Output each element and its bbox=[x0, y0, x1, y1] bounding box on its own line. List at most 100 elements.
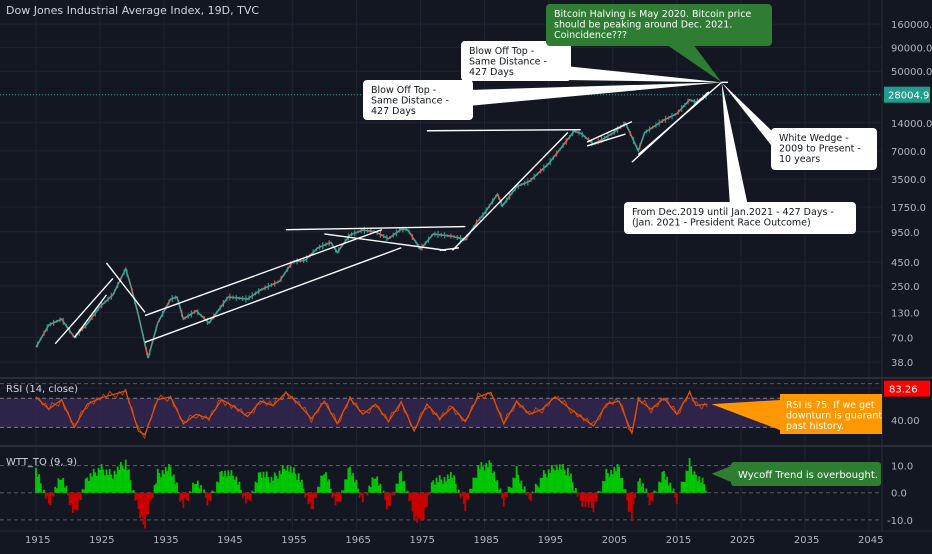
rsi-texture bbox=[387, 400, 402, 423]
rsi-texture bbox=[580, 414, 594, 426]
rsi-texture bbox=[426, 406, 441, 421]
x-axis-label: 2025 bbox=[730, 535, 755, 546]
annotation-text: Blow Off Top - bbox=[469, 46, 534, 57]
rsi-texture bbox=[247, 403, 261, 414]
rsi-texture bbox=[490, 395, 505, 425]
callout-pointer bbox=[721, 82, 748, 206]
rsi-texture bbox=[567, 406, 581, 418]
trendline bbox=[586, 133, 626, 147]
wtt-axis-label: 0.0 bbox=[891, 489, 907, 500]
annotation-callout bbox=[461, 41, 571, 81]
rsi-texture bbox=[336, 396, 351, 425]
x-axis-label: 1945 bbox=[217, 535, 242, 546]
rsi-texture bbox=[663, 398, 678, 415]
rsi-texture bbox=[465, 392, 479, 420]
annotation-text: 2009 to Present - bbox=[779, 144, 861, 155]
rsi-texture bbox=[375, 405, 389, 423]
price-axis-label: 14000.0 bbox=[891, 119, 932, 130]
rsi-texture bbox=[695, 401, 708, 410]
trendline bbox=[637, 81, 723, 156]
rsi-texture bbox=[593, 406, 607, 423]
annotation-callout bbox=[624, 202, 856, 234]
price-axis-label: 250.0 bbox=[891, 282, 920, 293]
annotation-callout bbox=[771, 128, 877, 170]
rsi-texture bbox=[413, 407, 428, 429]
wtt-axis-label: -10.0 bbox=[887, 516, 913, 527]
x-axis-label: 1955 bbox=[281, 535, 306, 546]
rsi-texture bbox=[61, 398, 75, 425]
price-axis-label: 130.0 bbox=[891, 308, 920, 319]
annotation-text: Same Distance - bbox=[371, 96, 449, 107]
wtt-title: WTT_TO (9, 9) bbox=[6, 457, 77, 468]
price-axis-label: 160000.0 bbox=[891, 20, 932, 31]
rsi-texture bbox=[170, 395, 184, 422]
rsi-axis-label: 40.00 bbox=[891, 416, 920, 427]
price-axis-label: 450.0 bbox=[891, 258, 920, 269]
callout-pointer bbox=[721, 82, 775, 150]
annotation-text: Same Distance - bbox=[469, 57, 547, 68]
rsi-texture bbox=[618, 401, 633, 433]
rsi-texture bbox=[503, 400, 518, 425]
annotation-text: White Wedge - bbox=[779, 133, 849, 144]
callout-pointer bbox=[711, 400, 780, 430]
x-axis-label: 1975 bbox=[409, 535, 434, 546]
trendline bbox=[144, 229, 383, 317]
rsi-callout-text: RSI is 75. If we get bbox=[786, 400, 875, 411]
annotation-text: From Dec.2019 until Jan.2021 - 427 Days … bbox=[632, 207, 834, 218]
rsi-texture bbox=[183, 414, 197, 424]
rsi-texture bbox=[285, 391, 299, 404]
x-axis-label: 1935 bbox=[153, 535, 178, 546]
price-axis-label: 7000.0 bbox=[891, 147, 926, 158]
trendline bbox=[54, 277, 114, 345]
x-axis-label: 1925 bbox=[89, 535, 114, 546]
rsi-texture bbox=[676, 390, 691, 415]
trendline bbox=[73, 294, 108, 338]
rsi-texture bbox=[195, 413, 210, 421]
rsi-texture bbox=[516, 400, 530, 414]
chart-title: Dow Jones Industrial Average Index, 19D,… bbox=[6, 4, 259, 17]
callout-pointer bbox=[711, 466, 731, 482]
rsi-line bbox=[35, 390, 708, 436]
wtt-callout-text: Wycoff Trend is overbought. bbox=[738, 470, 878, 481]
trendline bbox=[426, 129, 581, 132]
annotation-text: should be peaking around Dec. 2021. bbox=[554, 20, 732, 31]
callout-pointer bbox=[660, 40, 722, 83]
price-axis-label: 1750.0 bbox=[891, 203, 926, 214]
rsi-texture bbox=[259, 399, 274, 407]
x-axis-label: 2015 bbox=[666, 535, 691, 546]
price-axis-label: 90000.0 bbox=[891, 43, 932, 54]
rsi-title: RSI (14, close) bbox=[6, 384, 78, 395]
annotation-text: (Jan. 2021 - President Race Outcome) bbox=[632, 218, 811, 229]
rsi-texture bbox=[452, 406, 466, 422]
rsi-texture bbox=[541, 397, 556, 414]
rsi-texture bbox=[48, 398, 63, 411]
rsi-texture bbox=[631, 397, 639, 433]
rsi-texture bbox=[208, 399, 222, 421]
last-price-badge bbox=[884, 86, 930, 103]
rsi-texture bbox=[35, 397, 50, 411]
x-axis-label: 2045 bbox=[858, 535, 883, 546]
rsi-callout-text: past history. bbox=[786, 421, 844, 432]
rsi-texture bbox=[362, 404, 376, 414]
trendline bbox=[324, 233, 447, 252]
rsi-texture bbox=[99, 390, 114, 401]
price-axis-label: 50000.0 bbox=[891, 67, 932, 78]
rsi-texture bbox=[554, 395, 569, 408]
annotation-text: 427 Days bbox=[469, 67, 514, 78]
annotation-text: Blow Off Top - bbox=[371, 85, 436, 96]
annotation-text: 427 Days bbox=[371, 106, 416, 117]
annotation-text: Bitcoin Halving is May 2020. Bitcoin pri… bbox=[554, 9, 751, 20]
callout-pointer bbox=[468, 82, 722, 106]
x-axis-label: 1985 bbox=[474, 535, 499, 546]
trendline bbox=[586, 120, 633, 143]
callout-pointer bbox=[565, 66, 722, 83]
x-axis-label: 1915 bbox=[25, 535, 50, 546]
rsi-texture bbox=[529, 406, 543, 415]
wtt-callout bbox=[731, 462, 881, 486]
rsi-texture bbox=[138, 426, 146, 439]
x-axis-label: 1995 bbox=[538, 535, 563, 546]
rsi-callout bbox=[780, 394, 882, 434]
rsi-texture bbox=[439, 405, 453, 421]
